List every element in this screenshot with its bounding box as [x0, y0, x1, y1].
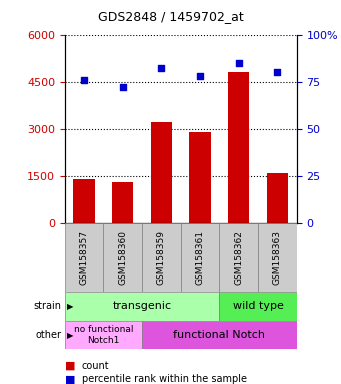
Bar — [267, 172, 288, 223]
Bar — [65, 223, 103, 292]
Text: percentile rank within the sample: percentile rank within the sample — [82, 374, 247, 384]
Text: no functional
Notch1: no functional Notch1 — [74, 325, 133, 345]
Text: GSM158359: GSM158359 — [157, 230, 166, 285]
Point — [236, 60, 241, 66]
Text: GSM158360: GSM158360 — [118, 230, 127, 285]
Text: wild type: wild type — [233, 301, 283, 311]
Point — [197, 73, 203, 79]
Point — [159, 65, 164, 71]
Text: GSM158357: GSM158357 — [79, 230, 89, 285]
Bar — [151, 122, 172, 223]
Point — [275, 69, 280, 75]
Bar — [103, 223, 142, 292]
Text: other: other — [35, 330, 61, 340]
Text: GSM158363: GSM158363 — [273, 230, 282, 285]
Bar — [112, 182, 133, 223]
Bar — [142, 321, 297, 349]
Bar — [142, 223, 181, 292]
Bar — [219, 292, 297, 321]
Text: GDS2848 / 1459702_at: GDS2848 / 1459702_at — [98, 10, 243, 23]
Point — [120, 84, 125, 90]
Point — [81, 77, 87, 83]
Bar — [228, 72, 249, 223]
Bar — [258, 223, 297, 292]
Bar — [219, 223, 258, 292]
Text: ▶: ▶ — [66, 302, 73, 311]
Text: ■: ■ — [65, 361, 75, 371]
Text: GSM158362: GSM158362 — [234, 230, 243, 285]
Bar — [189, 132, 211, 223]
Text: count: count — [82, 361, 109, 371]
Bar — [74, 179, 95, 223]
Text: GSM158361: GSM158361 — [195, 230, 205, 285]
Bar — [65, 292, 219, 321]
Bar — [181, 223, 219, 292]
Text: functional Notch: functional Notch — [173, 330, 265, 340]
Text: transgenic: transgenic — [113, 301, 172, 311]
Text: strain: strain — [33, 301, 61, 311]
Text: ▶: ▶ — [66, 331, 73, 339]
Text: ■: ■ — [65, 374, 75, 384]
Bar — [65, 321, 142, 349]
